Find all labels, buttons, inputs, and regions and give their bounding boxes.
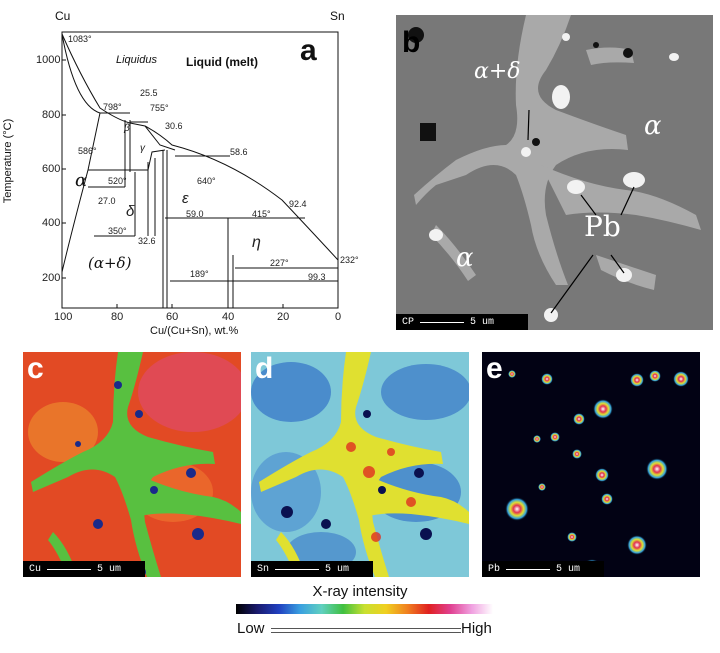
sem-micrograph bbox=[396, 15, 713, 330]
sn-corner-label: Sn bbox=[330, 9, 345, 23]
annotation-beta: β bbox=[124, 123, 130, 134]
panel-a-letter: a bbox=[300, 34, 317, 67]
annotation-25-5: 25.5 bbox=[140, 88, 158, 98]
alpha-delta-label: α+δ bbox=[474, 59, 521, 84]
x-tick: 80 bbox=[111, 311, 124, 323]
alpha-label: α bbox=[456, 243, 474, 273]
scale-bar: CP 5 um bbox=[396, 314, 528, 330]
panel-b-letter: b bbox=[402, 26, 421, 59]
cu-scale-bar: Cu 5 um bbox=[23, 561, 145, 577]
colorbar-title: X-ray intensity bbox=[312, 583, 408, 600]
annotation-232: 232° bbox=[340, 255, 359, 265]
annotation-415: 415° bbox=[252, 209, 271, 219]
scale-bar-line bbox=[275, 568, 320, 570]
phase-alpha-label: α bbox=[75, 170, 88, 191]
x-axis-label: Cu/(Cu+Sn), wt.% bbox=[150, 325, 239, 337]
sn-scale-bar: Sn 5 um bbox=[251, 561, 373, 577]
pb-map-panel: e Pb 5 um bbox=[482, 352, 700, 577]
annotation-755: 755° bbox=[150, 103, 169, 113]
annotation-1083: 1083° bbox=[68, 34, 92, 44]
annotation-350: 350° bbox=[108, 226, 127, 236]
annotation-92-4: 92.4 bbox=[289, 199, 307, 209]
scale-bar-line bbox=[420, 321, 465, 323]
pb-xray-map bbox=[482, 352, 700, 577]
annotation-gamma: γ bbox=[140, 143, 145, 154]
phase-alpha-delta-label: (α+δ) bbox=[88, 254, 132, 272]
colorbar-low-label: Low bbox=[237, 620, 265, 637]
scale-bar-length: 5 um bbox=[325, 563, 350, 575]
panel-d-letter: d bbox=[255, 352, 274, 385]
scale-bar-line bbox=[47, 568, 92, 570]
annotation-798: 798° bbox=[103, 102, 122, 112]
cu-xray-map bbox=[23, 352, 241, 577]
phase-diagram-svg bbox=[61, 31, 339, 309]
sn-xray-map bbox=[251, 352, 469, 577]
annotation-58-6: 58.6 bbox=[230, 147, 248, 157]
x-tick: 60 bbox=[166, 311, 179, 323]
y-tick: 1000 bbox=[36, 54, 61, 66]
pb-label: Pb bbox=[584, 210, 621, 243]
y-tick: 800 bbox=[42, 109, 61, 121]
y-tick: 400 bbox=[42, 217, 61, 229]
y-tick: 200 bbox=[42, 272, 61, 284]
x-tick: 100 bbox=[54, 311, 73, 323]
scale-bar-mode: CP bbox=[402, 316, 415, 328]
annotation-epsilon: ε bbox=[182, 190, 189, 207]
phase-diagram-panel: Cu Sn a Liquid (melt) Liquidus Temperatu… bbox=[0, 0, 360, 345]
annotation-586: 586° bbox=[78, 146, 97, 156]
annotation-520: 520° bbox=[108, 176, 127, 186]
scale-bar-length: 5 um bbox=[556, 563, 581, 575]
element-label: Cu bbox=[29, 563, 42, 575]
sn-map-panel: d Sn 5 um bbox=[251, 352, 469, 577]
annotation-99-3: 99.3 bbox=[308, 272, 326, 282]
scale-bar-length: 5 um bbox=[97, 563, 122, 575]
pb-scale-bar: Pb 5 um bbox=[482, 561, 604, 577]
annotation-640: 640° bbox=[197, 176, 216, 186]
cu-map-panel: c Cu 5 um bbox=[23, 352, 241, 577]
annotation-32-6: 32.6 bbox=[138, 236, 156, 246]
annotation-eta: η bbox=[252, 234, 261, 251]
annotation-delta: δ bbox=[126, 203, 135, 220]
panel-c-letter: c bbox=[27, 352, 44, 385]
colorbar-high-label: High bbox=[461, 620, 492, 637]
liquidus-label: Liquidus bbox=[116, 54, 157, 66]
element-label: Sn bbox=[257, 563, 270, 575]
scale-bar-length: 5 um bbox=[470, 316, 495, 328]
annotation-227: 227° bbox=[270, 258, 289, 268]
liquid-melt-label: Liquid (melt) bbox=[186, 55, 258, 69]
annotation-27: 27.0 bbox=[98, 196, 116, 206]
panel-e-letter: e bbox=[486, 352, 503, 385]
colorbar-gradient bbox=[236, 604, 493, 614]
x-tick: 0 bbox=[335, 311, 342, 323]
colorbar-arrow bbox=[271, 628, 461, 633]
sem-image-panel: b α+δ α α Pb CP 5 um bbox=[396, 15, 713, 330]
y-tick: 600 bbox=[42, 163, 61, 175]
alpha-label: α bbox=[644, 111, 662, 141]
cu-corner-label: Cu bbox=[55, 9, 71, 23]
element-label: Pb bbox=[488, 563, 501, 575]
y-axis-label: Temperature (°C) bbox=[2, 118, 15, 204]
annotation-189: 189° bbox=[190, 269, 209, 279]
annotation-59: 59.0 bbox=[186, 209, 204, 219]
x-tick: 40 bbox=[222, 311, 235, 323]
x-tick: 20 bbox=[277, 311, 290, 323]
annotation-30-6: 30.6 bbox=[165, 121, 183, 131]
scale-bar-line bbox=[506, 568, 551, 570]
